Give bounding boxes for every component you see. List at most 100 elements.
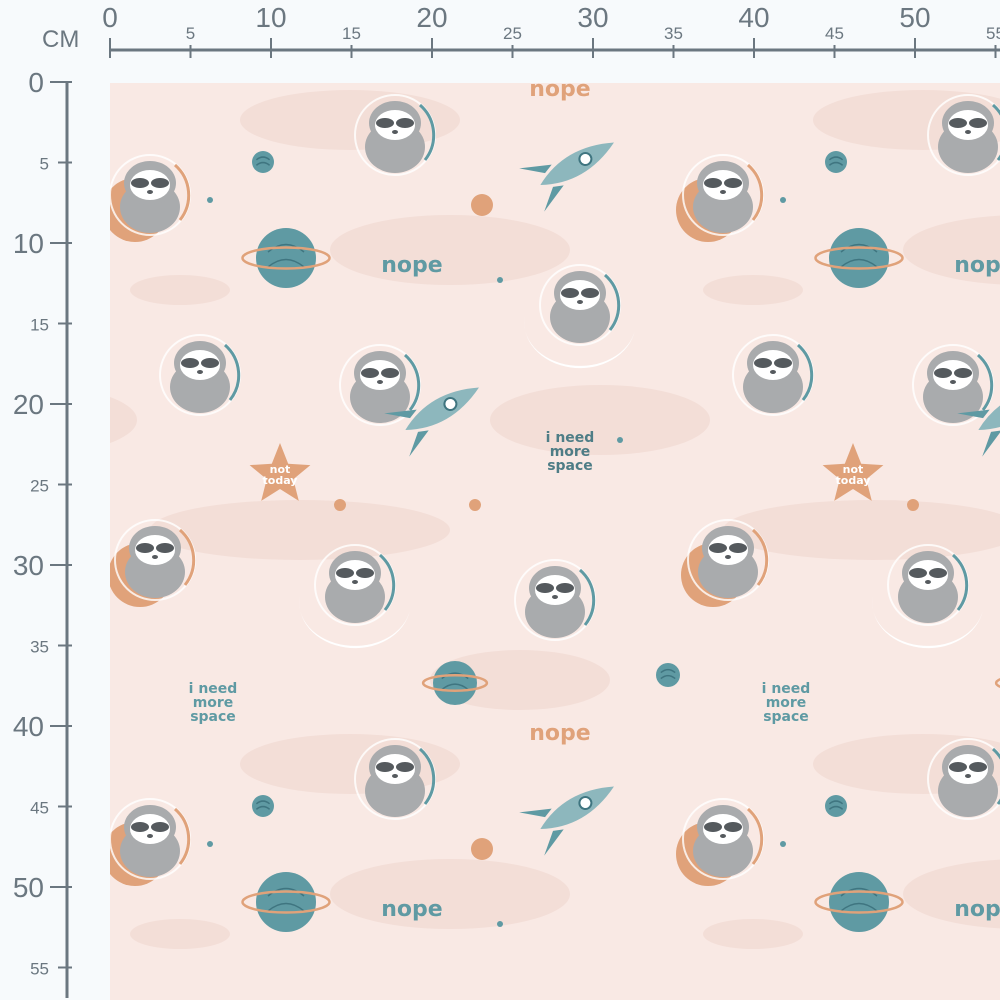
helmet-rim bbox=[991, 747, 1000, 805]
h-tick-label: 30 bbox=[577, 2, 608, 33]
sloth-nose bbox=[720, 834, 726, 838]
need-more-space-text: space bbox=[190, 709, 236, 725]
teal-planet bbox=[256, 228, 316, 288]
v-tick-label: 55 bbox=[30, 960, 49, 979]
sloth-nose bbox=[950, 380, 956, 384]
sloth-eye-mask bbox=[361, 368, 379, 378]
space-dot bbox=[780, 841, 786, 847]
rocket-body bbox=[540, 786, 614, 829]
v-tick-label: 15 bbox=[30, 316, 49, 335]
h-tick-label: 20 bbox=[416, 2, 447, 33]
sloth-eye-mask bbox=[131, 822, 149, 832]
planet-stripes bbox=[660, 668, 676, 680]
planet-stripes bbox=[267, 243, 305, 268]
helmet-rim bbox=[173, 807, 191, 865]
cloud-shape bbox=[703, 919, 803, 949]
v-tick-label: 5 bbox=[40, 155, 49, 174]
rocket bbox=[519, 142, 614, 212]
rocket-window bbox=[578, 796, 593, 810]
planet-stripes bbox=[255, 156, 271, 166]
sloth-nose bbox=[197, 370, 203, 374]
rocket-body bbox=[405, 387, 479, 430]
pattern-tile: nope bbox=[529, 83, 590, 102]
sloth-eye-mask bbox=[131, 178, 149, 188]
h-tick-label: 55 bbox=[986, 24, 1000, 43]
sloth-face bbox=[130, 170, 170, 200]
v-tick-label: 50 bbox=[13, 872, 44, 903]
sloth-face bbox=[703, 814, 743, 844]
rocket-fin bbox=[384, 409, 429, 457]
sloth-face bbox=[560, 280, 600, 310]
cloud-shape bbox=[150, 500, 450, 560]
sloth-eye-mask bbox=[729, 543, 747, 553]
sloth-nose bbox=[147, 190, 153, 194]
helmet-rim bbox=[796, 343, 814, 401]
rocket bbox=[957, 387, 1000, 457]
nope-text: nope bbox=[529, 721, 590, 746]
planet-ring bbox=[421, 674, 489, 692]
sloth-astronaut bbox=[339, 344, 421, 426]
helmet-rim bbox=[223, 343, 241, 401]
sloth-nose bbox=[152, 555, 158, 559]
planet-stripes bbox=[828, 156, 844, 166]
space-dot bbox=[207, 197, 213, 203]
sloth-nose bbox=[392, 774, 398, 778]
v-tick-label: 20 bbox=[13, 389, 44, 420]
space-dot bbox=[497, 277, 503, 283]
sloth-nose bbox=[577, 300, 583, 304]
sloth-astronaut bbox=[912, 344, 994, 426]
sloth-face bbox=[335, 560, 375, 590]
sloth-eye-mask bbox=[969, 118, 987, 128]
sloth-nose bbox=[965, 774, 971, 778]
star-badge bbox=[822, 443, 884, 501]
sloth-face bbox=[375, 754, 415, 784]
space-dot bbox=[497, 921, 503, 927]
planet-stripes bbox=[267, 887, 305, 912]
space-dot bbox=[617, 437, 623, 443]
space-dot bbox=[780, 197, 786, 203]
not-today-text: not bbox=[843, 463, 864, 476]
cloud-shape bbox=[130, 275, 230, 305]
space-dot bbox=[471, 194, 493, 216]
sloth-eye-mask bbox=[151, 178, 169, 188]
sloth-astronaut bbox=[872, 544, 983, 649]
sloth-eye-mask bbox=[929, 568, 947, 578]
h-tick-label: 5 bbox=[186, 24, 195, 43]
need-more-space-text: i need bbox=[762, 681, 811, 697]
helmet-rim bbox=[751, 528, 769, 586]
h-tick-label: 15 bbox=[342, 24, 361, 43]
helmet-rim bbox=[178, 528, 196, 586]
sloth-eye-mask bbox=[724, 822, 742, 832]
helmet bbox=[927, 94, 1000, 176]
planet-ring bbox=[814, 890, 904, 914]
need-more-space-text: space bbox=[547, 458, 593, 474]
need-more-space-text: more bbox=[766, 695, 807, 711]
teal-planet bbox=[433, 661, 477, 705]
rocket-body bbox=[540, 142, 614, 185]
need-more-space-text: more bbox=[193, 695, 234, 711]
cloud-shape bbox=[903, 859, 1000, 929]
sloth-eye-mask bbox=[774, 358, 792, 368]
sloth-eye-mask bbox=[396, 762, 414, 772]
sloth-nose bbox=[352, 580, 358, 584]
rocket-fin bbox=[957, 409, 1000, 457]
sloth-nose bbox=[552, 595, 558, 599]
rocket-window bbox=[578, 152, 593, 166]
helmet-rim bbox=[603, 273, 621, 331]
not-today-text: not bbox=[270, 463, 291, 476]
sloth-eye-mask bbox=[336, 568, 354, 578]
sloth-eye-mask bbox=[396, 118, 414, 128]
helmet-rim bbox=[951, 553, 969, 611]
sloth-face bbox=[933, 360, 973, 390]
planet-stripes bbox=[840, 243, 878, 268]
rocket-window bbox=[443, 397, 458, 411]
helmet-rim bbox=[746, 163, 764, 221]
sloth-eye-mask bbox=[581, 288, 599, 298]
star-badge bbox=[249, 443, 311, 501]
cloud-shape bbox=[703, 275, 803, 305]
need-more-space-text: i need bbox=[189, 681, 238, 697]
